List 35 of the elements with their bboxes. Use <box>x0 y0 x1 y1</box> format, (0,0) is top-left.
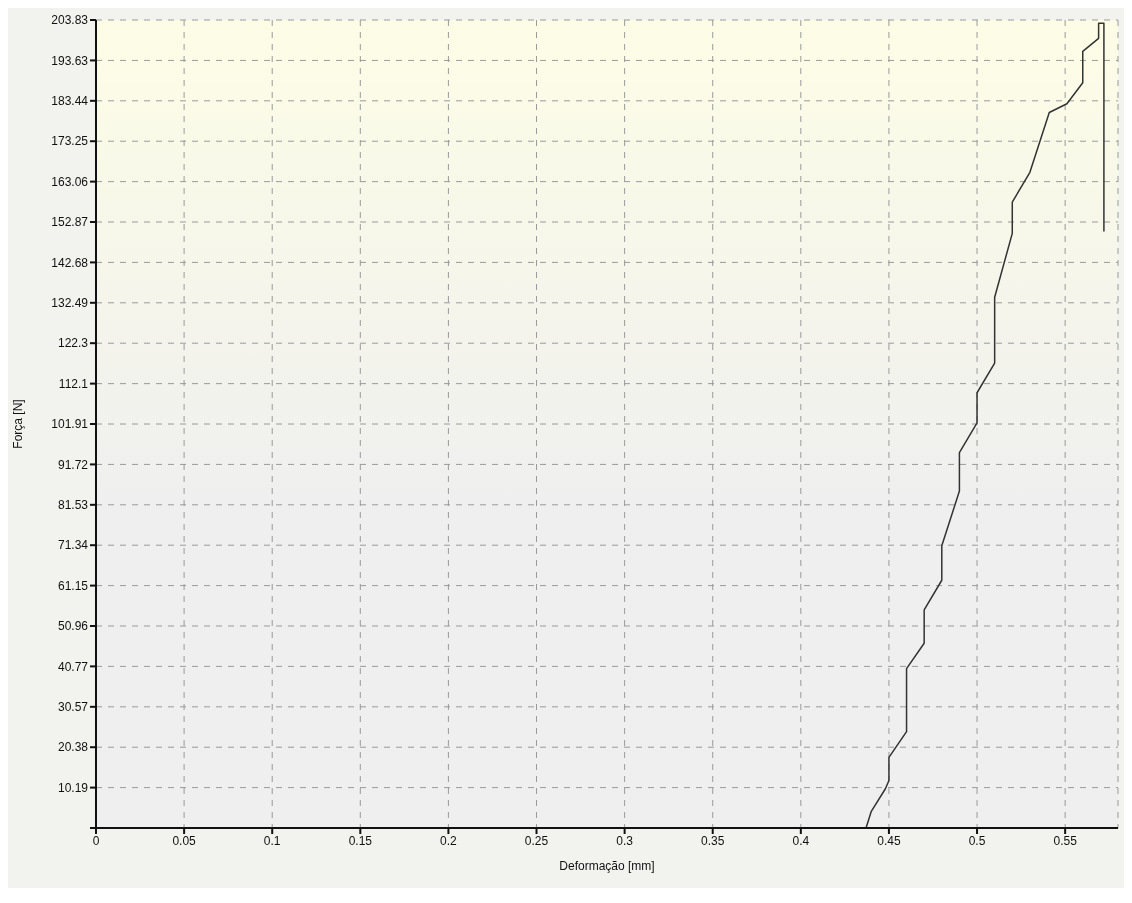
y-tick-label: 50.96 <box>57 619 89 634</box>
x-tick-label: 0.2 <box>440 833 458 848</box>
y-axis-title: Força [N] <box>11 399 26 449</box>
x-tick-label: 0.3 <box>616 833 634 848</box>
y-tick-label: 152.87 <box>51 215 89 230</box>
line-series <box>865 22 1105 828</box>
y-tick-label: 163.06 <box>51 174 89 189</box>
x-tick-label: 0.5 <box>968 833 986 848</box>
y-tick-label: 142.68 <box>51 255 89 270</box>
y-tick-label: 173.25 <box>51 134 89 149</box>
y-tick-label: 101.91 <box>51 417 89 432</box>
x-tick-label: 0.25 <box>524 833 549 848</box>
x-tick-label: 0.35 <box>701 833 725 848</box>
x-tick-label: 0.4 <box>792 833 810 848</box>
y-tick-label: 193.63 <box>51 53 89 68</box>
x-tick-label: 0 <box>92 833 100 848</box>
y-tick-label: 10.19 <box>57 780 89 795</box>
x-tick-label: 0.1 <box>263 833 281 848</box>
x-tick-label: 0.55 <box>1053 833 1078 848</box>
x-tick-label: 0.05 <box>172 833 197 848</box>
y-tick-label: 20.38 <box>57 740 89 755</box>
x-tick-label: 0.45 <box>877 833 901 848</box>
y-tick-label: 183.44 <box>51 94 89 109</box>
y-tick-label: 40.77 <box>57 659 89 674</box>
y-tick-label: 112.1 <box>58 376 89 391</box>
y-tick-label: 91.72 <box>57 457 89 472</box>
y-tick-label: 203.83 <box>51 13 89 28</box>
x-axis-title: Deformação [mm] <box>559 859 655 873</box>
y-tick-label: 61.15 <box>57 578 89 593</box>
y-tick-label: 81.53 <box>57 498 89 513</box>
y-tick-label: 132.49 <box>51 296 89 311</box>
y-tick-label: 30.57 <box>57 700 89 715</box>
x-tick-label: 0.15 <box>348 833 373 848</box>
y-tick-label: 71.34 <box>57 538 89 553</box>
y-tick-label: 122.3 <box>57 336 89 351</box>
